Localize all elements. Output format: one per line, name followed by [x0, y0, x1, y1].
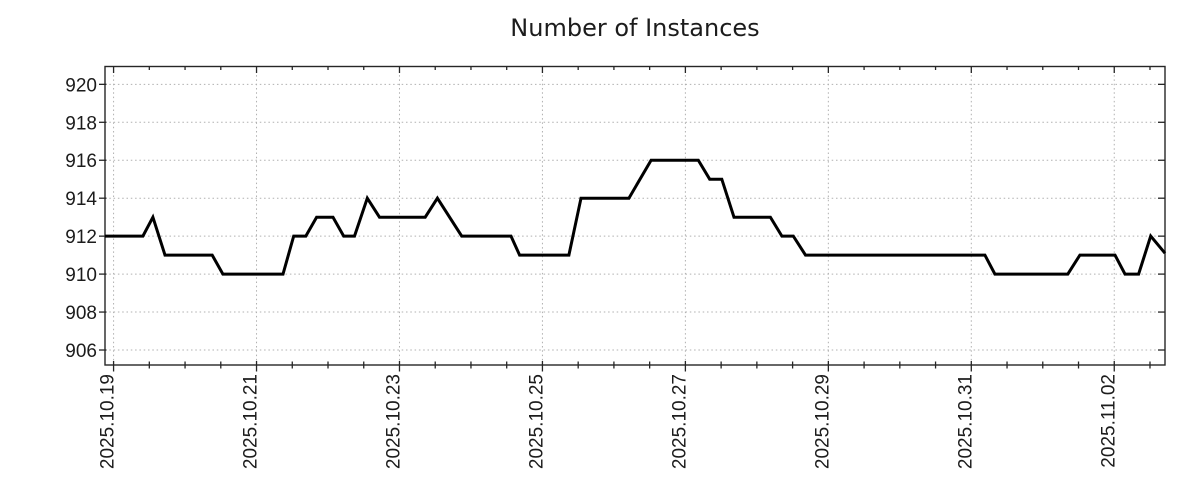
x-tick-label: 2025.10.23: [383, 374, 404, 469]
y-tick-label: 916: [65, 151, 97, 172]
data-line-number-of-instances: [105, 158, 1167, 276]
x-tick-label: 2025.10.29: [812, 374, 833, 469]
x-tick-label: 2025.11.02: [1098, 374, 1119, 468]
y-tick-label: 906: [65, 341, 97, 362]
y-tick-label: 914: [65, 189, 97, 210]
y-tick-label: 908: [65, 303, 97, 324]
x-tick-label: 2025.10.21: [241, 374, 262, 469]
x-tick-label: 2025.10.27: [669, 374, 690, 469]
chart-title: Number of Instances: [510, 14, 760, 42]
plot-frame: [104, 65, 1166, 366]
y-tick-label: 920: [65, 75, 97, 96]
x-tick-label: 2025.10.19: [98, 374, 119, 469]
x-tick-label: 2025.10.31: [955, 374, 976, 469]
x-tick-label: 2025.10.25: [526, 374, 547, 469]
y-tick-label: 910: [65, 265, 97, 286]
y-tick-label: 918: [65, 113, 97, 134]
y-tick-label: 912: [65, 227, 97, 248]
